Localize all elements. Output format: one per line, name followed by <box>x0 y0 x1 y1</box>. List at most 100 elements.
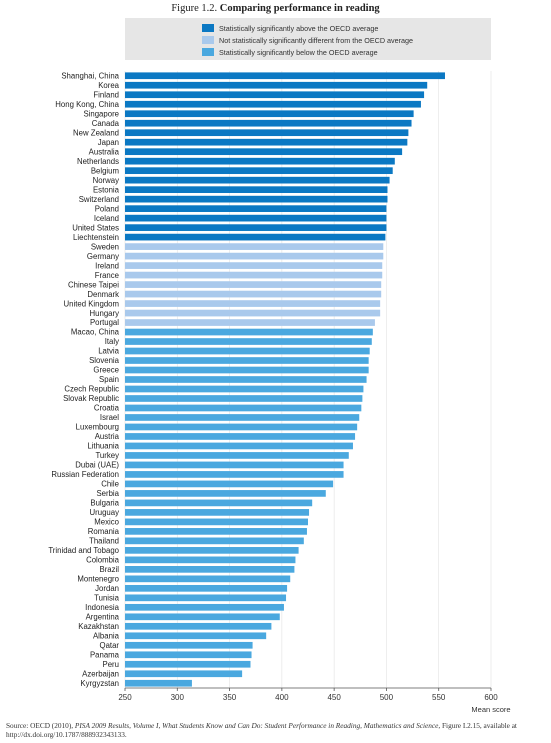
category-label: United Kingdom <box>64 299 119 308</box>
bar <box>125 338 372 345</box>
bar <box>125 442 353 450</box>
bar <box>125 309 381 317</box>
bar <box>125 528 307 535</box>
category-label: Italy <box>105 337 119 346</box>
bar <box>125 575 291 583</box>
bar <box>125 622 272 630</box>
bar <box>125 480 334 488</box>
bar <box>125 195 388 203</box>
figure-title: Figure 1.2. Comparing performance in rea… <box>0 3 551 14</box>
bar <box>125 584 288 592</box>
x-tick-label: 300 <box>171 693 185 702</box>
category-label: Shanghai, China <box>61 71 119 80</box>
bar <box>125 603 284 611</box>
category-label: Serbia <box>96 489 119 498</box>
bar <box>125 660 251 668</box>
category-label: Russian Federation <box>51 470 119 479</box>
bar <box>125 214 387 222</box>
bar <box>125 110 414 118</box>
bar <box>125 205 387 212</box>
legend-label-not_different: Not statistically significantly differen… <box>219 36 413 45</box>
bar <box>125 404 362 412</box>
reading-performance-chart: Statistically significantly above the OE… <box>48 18 511 714</box>
legend-swatch-below <box>202 48 214 56</box>
source-note: Source: OECD (2010), PISA 2009 Results, … <box>6 721 551 739</box>
bar <box>125 243 384 250</box>
category-label: Macao, China <box>71 328 120 337</box>
bar <box>125 148 403 156</box>
bar <box>125 91 425 99</box>
figure-label: Figure 1.2. <box>171 3 218 14</box>
bar <box>125 376 367 383</box>
category-label: France <box>95 271 119 280</box>
bar <box>125 499 313 507</box>
bar <box>125 186 388 193</box>
category-label: Estonia <box>93 185 120 194</box>
category-label: Latvia <box>98 347 119 356</box>
category-label: Switzerland <box>79 195 119 204</box>
bar <box>125 566 295 573</box>
bar <box>125 366 369 374</box>
x-axis-label: Mean score <box>471 705 510 714</box>
category-label: Liechtenstein <box>73 233 119 242</box>
bar <box>125 433 356 440</box>
x-tick-label: 500 <box>380 693 394 702</box>
category-label: Mexico <box>94 518 119 527</box>
x-axis: 250 300 350 400 450 500 550 600 Mean score <box>118 687 511 714</box>
bar <box>125 395 363 402</box>
category-label: Montenegro <box>77 575 119 584</box>
category-label: Kyrgyzstan <box>80 679 119 688</box>
category-label: Argentina <box>86 613 120 622</box>
bar <box>125 613 280 621</box>
bar <box>125 281 382 288</box>
bar <box>125 157 395 165</box>
legend-swatch-above <box>202 24 214 32</box>
x-tick-label: 450 <box>327 693 341 702</box>
category-label: Trinidad and Tobago <box>48 546 119 555</box>
bar <box>125 347 370 355</box>
category-label: Norway <box>93 176 120 185</box>
bar <box>125 138 408 146</box>
category-label: Ireland <box>95 261 119 270</box>
category-label: Brazil <box>100 565 120 574</box>
category-label: Luxembourg <box>76 423 119 432</box>
bar <box>125 81 428 89</box>
category-label: Chile <box>101 480 119 489</box>
category-label: Thailand <box>89 537 119 546</box>
category-label: Uruguay <box>90 508 120 517</box>
bar <box>125 471 344 478</box>
category-label: Bulgaria <box>90 499 119 508</box>
legend: Statistically significantly above the OE… <box>125 18 491 60</box>
category-label: Turkey <box>95 451 119 460</box>
bar <box>125 641 253 649</box>
source-suffix: , Figure I.2.15, available at <box>438 721 517 730</box>
bar <box>125 452 349 459</box>
category-label: Azerbaijan <box>82 669 119 678</box>
category-label: Israel <box>100 413 119 422</box>
category-label: Netherlands <box>77 157 119 166</box>
category-label: Spain <box>99 375 119 384</box>
legend-swatch-not_different <box>202 36 214 44</box>
category-label: New Zealand <box>73 128 119 137</box>
category-label: Austria <box>95 432 120 441</box>
category-label: Japan <box>98 138 119 147</box>
category-label: Belgium <box>91 166 119 175</box>
category-label: Qatar <box>100 641 120 650</box>
category-label: Croatia <box>94 404 120 413</box>
category-label: Australia <box>89 147 120 156</box>
bar <box>125 233 386 241</box>
category-label: Romania <box>88 527 120 536</box>
bar <box>125 129 409 137</box>
bar <box>125 72 445 80</box>
category-label: Kazakhstan <box>78 622 119 631</box>
category-label: Slovenia <box>89 356 120 365</box>
bar <box>125 556 296 564</box>
category-label: Indonesia <box>85 603 119 612</box>
category-label: Hong Kong, China <box>55 100 119 109</box>
bar <box>125 423 358 431</box>
category-label: Slovak Republic <box>63 394 119 403</box>
bar <box>125 176 390 184</box>
figure-title-text: Comparing performance in reading <box>219 3 380 14</box>
source-link: http://dx.doi.org/10.1787/888932343133. <box>6 730 127 739</box>
